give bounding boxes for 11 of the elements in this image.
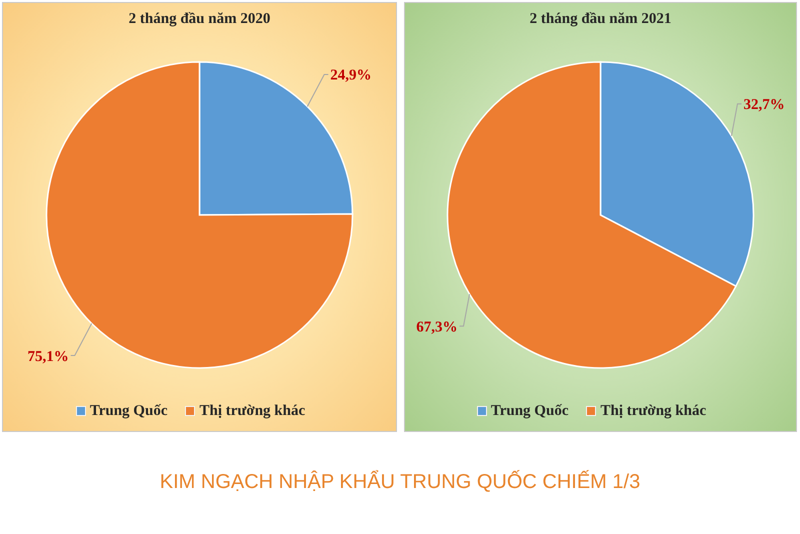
data-label: 67,3% bbox=[416, 319, 458, 336]
legend-label: Thị trường khác bbox=[600, 402, 706, 420]
text: KIM NGẠCH NHẬP KHẨU TRUNG QUỐC CHIẾM 1/3 bbox=[160, 471, 640, 493]
data-label: 24,9% bbox=[330, 68, 372, 84]
chart-title: 2 tháng đầu năm 2020 bbox=[128, 11, 270, 27]
data-label: 75,1% bbox=[27, 348, 69, 365]
legend-label: Trung Quốc bbox=[90, 402, 168, 420]
legend-label: Thị trường khác bbox=[199, 402, 306, 420]
legend-label: Trung Quốc bbox=[490, 402, 568, 420]
chart-title: 2 tháng đầu năm 2021 bbox=[530, 11, 672, 27]
data-label: 32,7% bbox=[744, 97, 785, 114]
